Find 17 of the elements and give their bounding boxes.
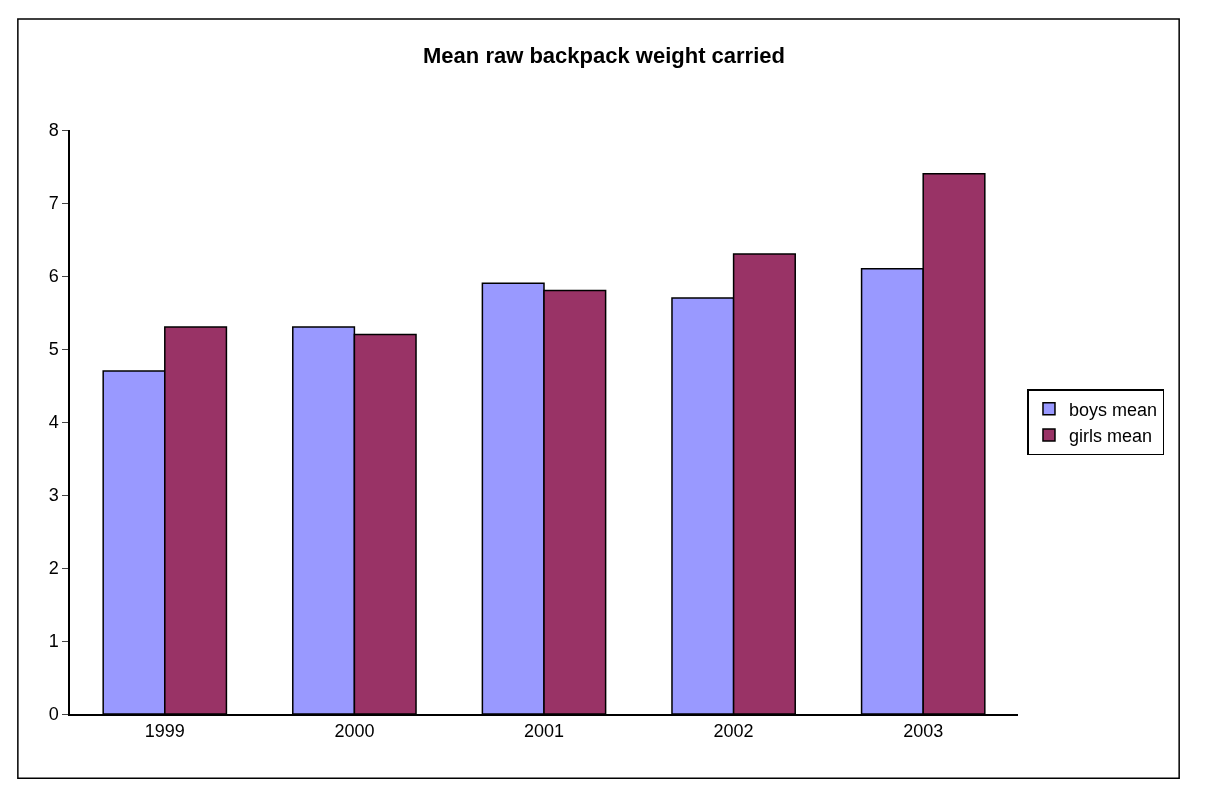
y-tick-label: 0 bbox=[48, 704, 59, 725]
y-tick-label: 7 bbox=[48, 193, 59, 214]
x-tick-label: 2002 bbox=[713, 721, 754, 742]
x-tick-label: 1999 bbox=[144, 721, 185, 742]
y-tick-label: 1 bbox=[48, 631, 59, 652]
x-tick-label: 2001 bbox=[523, 721, 565, 742]
y-tick-label: 4 bbox=[48, 412, 59, 433]
x-tick-label: 2000 bbox=[334, 721, 375, 742]
y-tick-label: 5 bbox=[48, 339, 59, 360]
y-tick-label: 8 bbox=[48, 120, 59, 141]
legend-label: boys mean bbox=[1068, 399, 1158, 420]
chart-title: Mean raw backpack weight carried bbox=[423, 43, 785, 69]
y-tick-label: 6 bbox=[48, 266, 59, 287]
y-tick-label: 3 bbox=[48, 485, 59, 506]
legend-label: girls mean bbox=[1068, 426, 1153, 447]
y-tick-label: 2 bbox=[48, 558, 59, 579]
x-tick-label: 2003 bbox=[903, 721, 944, 742]
